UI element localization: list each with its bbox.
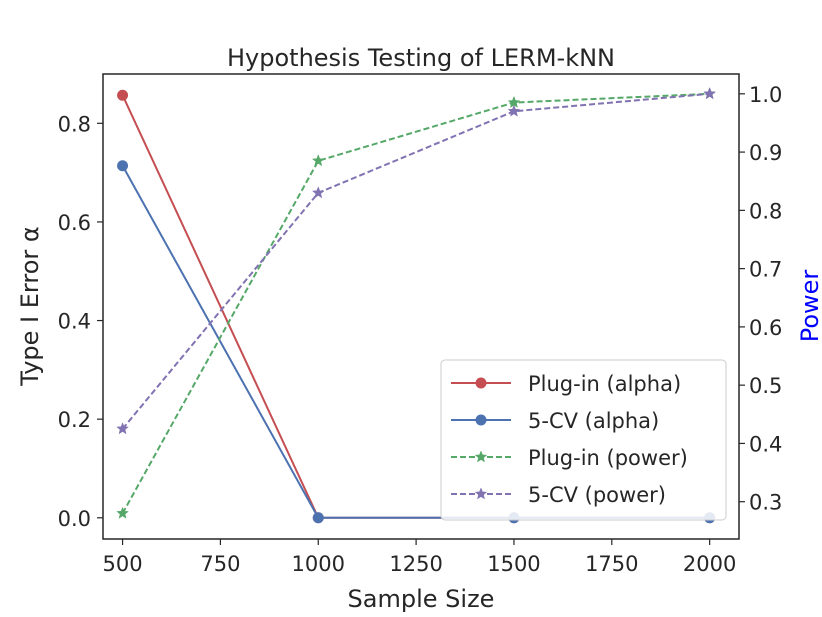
legend-label: Plug-in (alpha) bbox=[528, 372, 681, 396]
legend-entry: Plug-in (power) bbox=[451, 446, 688, 470]
series-line bbox=[121, 92, 710, 514]
chart-title: Hypothesis Testing of LERM-kNN bbox=[227, 44, 615, 72]
data-point bbox=[507, 104, 521, 117]
legend-marker bbox=[475, 414, 487, 426]
y-right-tick-label: 1.0 bbox=[749, 83, 782, 107]
plot-frame bbox=[102, 73, 740, 540]
legend-label: 5-CV (alpha) bbox=[528, 409, 659, 433]
legend-entry: 5-CV (alpha) bbox=[451, 409, 659, 433]
x-axis-ticks: 500 750 1000 1250 1500 1750 2000 bbox=[103, 539, 736, 576]
y-right-tick-label: 0.5 bbox=[749, 374, 782, 398]
legend-marker bbox=[474, 450, 488, 463]
data-point bbox=[117, 160, 129, 172]
y-tick-label: 0.4 bbox=[58, 310, 91, 334]
series-layer bbox=[116, 87, 717, 524]
y-tick-label: 0.0 bbox=[58, 507, 91, 531]
x-tick-label: 1000 bbox=[292, 552, 345, 576]
y-axis-ticks: 0.0 0.2 0.4 0.6 0.8 bbox=[58, 112, 103, 531]
x-tick-label: 750 bbox=[200, 552, 240, 576]
x-tick-label: 1500 bbox=[487, 552, 540, 576]
data-point bbox=[116, 506, 129, 519]
y-axis-right-ticks: 0.3 0.4 0.5 0.6 0.7 0.8 0.9 1.0 bbox=[739, 83, 782, 515]
data-point bbox=[311, 154, 325, 167]
x-tick-label: 500 bbox=[103, 552, 143, 576]
series-line bbox=[121, 92, 710, 430]
data-point bbox=[117, 89, 129, 101]
y-right-tick-label: 0.9 bbox=[749, 141, 782, 165]
legend-entry: Plug-in (alpha) bbox=[451, 372, 681, 396]
y-right-tick-label: 0.8 bbox=[749, 199, 782, 223]
data-point bbox=[311, 186, 325, 199]
y-right-tick-label: 0.3 bbox=[749, 491, 782, 515]
legend-label: Plug-in (power) bbox=[528, 446, 688, 470]
legend-label: 5-CV (power) bbox=[528, 483, 666, 507]
x-tick-label: 1750 bbox=[585, 552, 638, 576]
legend-marker bbox=[475, 377, 487, 389]
x-axis-label: Sample Size bbox=[348, 585, 495, 613]
legend-entry: 5-CV (power) bbox=[451, 483, 666, 507]
y-right-tick-label: 0.4 bbox=[749, 432, 782, 456]
y-tick-label: 0.8 bbox=[58, 112, 91, 136]
series-4 bbox=[116, 87, 717, 435]
data-point bbox=[312, 512, 324, 524]
data-point bbox=[116, 422, 129, 435]
legend-items: Plug-in (alpha) 5-CV (alpha) Plug-in (powe… bbox=[451, 372, 688, 507]
y-axis-right-label: Power bbox=[796, 270, 822, 343]
data-point bbox=[703, 87, 717, 100]
y-right-tick-label: 0.6 bbox=[749, 316, 782, 340]
x-tick-label: 2000 bbox=[683, 552, 736, 576]
legend-marker bbox=[474, 487, 488, 500]
legend-box bbox=[440, 359, 727, 521]
y-tick-label: 0.6 bbox=[58, 211, 91, 235]
y-tick-label: 0.2 bbox=[58, 408, 91, 432]
legend: Plug-in (alpha) 5-CV (alpha) Plug-in (powe… bbox=[440, 359, 727, 521]
y-axis-label: Type I Error α bbox=[16, 226, 44, 386]
plot-area bbox=[102, 73, 740, 540]
x-tick-label: 1250 bbox=[389, 552, 442, 576]
y-right-tick-label: 0.7 bbox=[749, 258, 782, 282]
